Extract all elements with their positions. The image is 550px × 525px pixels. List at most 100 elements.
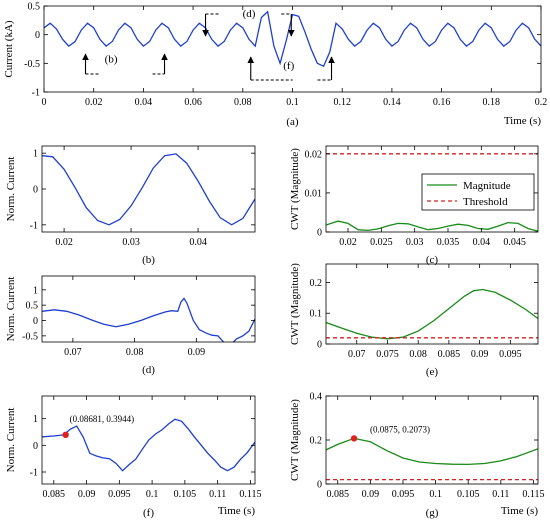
y-tick-label: 0.4 (310, 392, 323, 403)
y-tick-label: 0.02 (305, 149, 323, 160)
callout-label: (b) (105, 53, 118, 65)
y-tick-label: -1 (32, 88, 40, 99)
plot-frame (325, 263, 539, 345)
x-axis-label: Time (s) (504, 115, 542, 127)
y-axis-label: CWT (Magnitude) (289, 263, 301, 345)
legend-entry: Threshold (463, 196, 508, 208)
callout-label: (d) (243, 8, 256, 20)
x-tick-label: 0.075 (376, 349, 399, 360)
x-tick-label: 0.02 (339, 237, 357, 248)
panel-caption: (d) (142, 364, 155, 376)
y-tick-label: 0 (35, 30, 40, 41)
series-line-a-0 (44, 10, 541, 68)
x-axis-label: Time (s) (218, 505, 256, 517)
x-tick-label: 0.03 (122, 237, 140, 248)
x-tick-label: 0.16 (433, 97, 451, 108)
panel-caption: (e) (426, 366, 439, 378)
y-tick-label: 0.5 (28, 2, 41, 13)
panel-caption: (b) (142, 254, 155, 266)
x-tick-label: 0.1 (146, 489, 159, 500)
x-tick-label: 0.115 (239, 489, 261, 500)
y-tick-label: 1 (33, 285, 38, 296)
x-tick-label: 0.2 (535, 97, 548, 108)
y-tick-label: 0 (317, 480, 322, 491)
callout-label: (f) (283, 60, 294, 72)
y-axis-label: Current (kA) (3, 20, 15, 77)
chart-f: 0.085 0.09 0.095 0.1 0.105 0.11 0.115 -1 0 1 Norm.… (5, 395, 261, 519)
x-tick-label: 0.04 (473, 237, 491, 248)
highlight-label: (0.08681, 0.3944) (70, 414, 135, 424)
plot-frame (41, 275, 256, 343)
x-tick-label: 0.08 (409, 349, 427, 360)
x-tick-label: 0.09 (188, 347, 206, 358)
x-tick-label: 0.07 (348, 349, 366, 360)
x-tick-label: 0.18 (483, 97, 501, 108)
plot-frame (325, 145, 539, 233)
x-tick-label: 0.07 (64, 347, 82, 358)
x-tick-label: 0.08 (126, 347, 144, 358)
y-tick-label: 1 (33, 149, 38, 160)
panel-caption: (a) (286, 116, 299, 128)
series-line-d-0 (42, 297, 255, 342)
x-tick-label: 0.025 (370, 237, 393, 248)
x-tick-label: 0.085 (43, 489, 66, 500)
x-tick-label: 0.105 (174, 489, 197, 500)
y-axis-label: CWT (Magnitude) (289, 399, 301, 481)
x-axis-label: Time (s) (501, 505, 539, 517)
y-tick-label: 0 (317, 340, 322, 351)
y-tick-label: 0.01 (305, 188, 323, 199)
y-tick-label: 0.5 (26, 301, 39, 312)
y-tick-label: 0.2 (310, 278, 323, 289)
series-line-e-0 (326, 288, 538, 340)
x-tick-label: 0.06 (184, 97, 202, 108)
x-tick-label: 0 (42, 97, 47, 108)
x-tick-label: 0.04 (189, 237, 207, 248)
y-tick-label: 0 (33, 185, 38, 196)
x-tick-label: 0.1 (429, 489, 442, 500)
callout-arrows: (b) (d) (f) (82, 8, 335, 81)
y-axis-label: CWT (Magnitude) (289, 148, 301, 230)
x-tick-label: 0.02 (85, 97, 103, 108)
x-tick-label: 0.115 (522, 489, 544, 500)
y-axis-label: Norm. Current (5, 157, 17, 222)
x-tick-label: 0.04 (135, 97, 153, 108)
plot-frame (43, 5, 542, 93)
panel-caption: (g) (426, 507, 439, 519)
x-tick-label: 0.045 (503, 237, 526, 248)
x-tick-label: 0.08 (234, 97, 252, 108)
x-tick-label: 0.095 (108, 489, 131, 500)
plot-frame (325, 395, 539, 485)
y-tick-label: 0 (317, 228, 322, 239)
y-axis-label: Norm. Current (5, 277, 17, 342)
x-tick-label: 0.09 (362, 489, 380, 500)
y-tick-label: -1 (30, 220, 38, 231)
highlight-point (350, 435, 358, 442)
y-tick-label: -0.5 (22, 331, 38, 342)
highlight-point (62, 431, 69, 439)
x-tick-label: 0.035 (437, 237, 460, 248)
x-tick-label: 0.09 (471, 349, 489, 360)
x-tick-label: 0.1 (286, 97, 299, 108)
x-tick-label: 0.12 (333, 97, 351, 108)
y-tick-label: -0.5 (24, 59, 40, 70)
legend-entry: Magnitude (463, 180, 511, 192)
legend-box (421, 173, 535, 211)
series-line-c-magnitude (326, 220, 538, 232)
x-tick-label: 0.085 (438, 349, 461, 360)
x-tick-label: 0.14 (383, 97, 401, 108)
chart-b: 0.02 0.03 0.04 -1 0 1 Norm. Current (b) (5, 145, 256, 266)
x-tick-label: 0.11 (209, 489, 226, 500)
chart-e: 0.07 0.075 0.08 0.085 0.09 0.095 0 0.1 0.2 CWT (M… (289, 263, 539, 378)
chart-d: 0.07 0.08 0.09 -0.5 0 0.5 1 Norm. Current (d) (5, 275, 256, 376)
chart-a: 0 0.02 0.04 0.06 0.08 0.1 0.12 0.14 0.16 0.18 0.2 -… (3, 2, 547, 129)
y-tick-label: 0.1 (310, 309, 323, 320)
y-tick-label: 0.2 (310, 436, 323, 447)
legend: Magnitude Threshold (421, 173, 535, 211)
highlight-label: (0.0875, 0.2073) (370, 424, 430, 434)
chart-c: 0.02 0.025 0.03 0.035 0.04 0.045 0 0.01 0.02 CWT … (289, 145, 539, 266)
x-tick-label: 0.03 (406, 237, 424, 248)
x-tick-label: 0.095 (499, 349, 522, 360)
y-axis-label: Norm. Current (5, 408, 17, 473)
panel-caption: (c) (426, 254, 439, 266)
